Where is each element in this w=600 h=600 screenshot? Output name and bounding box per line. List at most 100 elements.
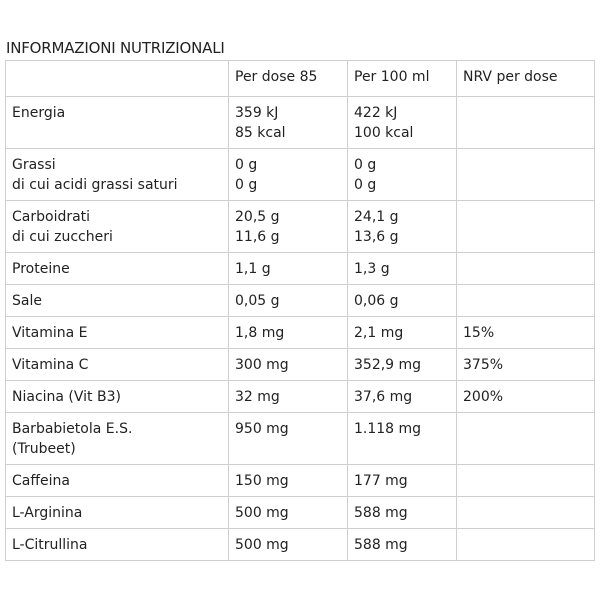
cell-line: 352,9 mg xyxy=(354,357,422,373)
cell-line: 1,8 mg xyxy=(235,325,285,341)
cell-line: Niacina (Vit B3) xyxy=(12,389,121,405)
cell-line: L-Arginina xyxy=(12,505,83,521)
table-row: Vitamina E 1,8 mg 2,1 mg 15% xyxy=(5,316,595,349)
nutrient-name-cell: L-Arginina xyxy=(5,496,229,529)
cell-line: 100 kcal xyxy=(354,125,414,141)
cell-line: 588 mg xyxy=(354,537,408,553)
header-row: Per dose 85 Per 100 ml NRV per dose xyxy=(5,60,595,97)
cell-line: L-Citrullina xyxy=(12,537,88,553)
cell-line: 20,5 g xyxy=(235,209,280,225)
nutrient-name-cell: Vitamina E xyxy=(5,316,229,349)
cell-line: 1,3 g xyxy=(354,261,390,277)
per-100ml-cell: 588 mg xyxy=(347,528,457,561)
table-row: Sale 0,05 g 0,06 g xyxy=(5,284,595,317)
per-dose-cell: 1,8 mg xyxy=(228,316,348,349)
cell-line: Barbabietola E.S. xyxy=(12,421,133,437)
cell-line: 2,1 mg xyxy=(354,325,404,341)
nutrient-name-cell: Grassi di cui acidi grassi saturi xyxy=(5,148,229,201)
nutrient-name-cell: Barbabietola E.S. (Trubeet) xyxy=(5,412,229,465)
nrv-cell xyxy=(456,200,595,253)
per-dose-cell: 950 mg xyxy=(228,412,348,465)
nutrient-name-cell: Energia xyxy=(5,96,229,149)
cell-line: 32 mg xyxy=(235,389,280,405)
table-row: Proteine 1,1 g 1,3 g xyxy=(5,252,595,285)
nrv-cell xyxy=(456,412,595,465)
per-dose-cell: 32 mg xyxy=(228,380,348,413)
cell-line: 11,6 g xyxy=(235,229,280,245)
cell-line: di cui acidi grassi saturi xyxy=(12,177,178,193)
nrv-cell xyxy=(456,464,595,497)
cell-line: Carboidrati xyxy=(12,209,91,225)
nrv-cell: 375% xyxy=(456,348,595,381)
per-100ml-cell: 352,9 mg xyxy=(347,348,457,381)
nutrient-name-cell: L-Citrullina xyxy=(5,528,229,561)
nrv-cell xyxy=(456,496,595,529)
cell-line: 0,06 g xyxy=(354,293,399,309)
cell-line: 422 kJ xyxy=(354,105,398,121)
cell-line: 177 mg xyxy=(354,473,408,489)
table-row: Carboidrati di cui zuccheri 20,5 g 11,6 g 24… xyxy=(5,200,595,253)
header-cell xyxy=(5,60,229,97)
per-100ml-cell: 1,3 g xyxy=(347,252,457,285)
table-row: Energia 359 kJ 85 kcal 422 kJ 100 kcal xyxy=(5,96,595,149)
per-dose-cell: 20,5 g 11,6 g xyxy=(228,200,348,253)
nutrient-name-cell: Niacina (Vit B3) xyxy=(5,380,229,413)
cell-line: 0 g xyxy=(354,177,377,193)
per-100ml-cell: 0,06 g xyxy=(347,284,457,317)
per-100ml-cell: 2,1 mg xyxy=(347,316,457,349)
nrv-cell: 200% xyxy=(456,380,595,413)
cell-line: 588 mg xyxy=(354,505,408,521)
cell-line: 500 mg xyxy=(235,537,289,553)
cell-line: 0,05 g xyxy=(235,293,280,309)
header-cell: Per 100 ml xyxy=(347,60,457,97)
cell-line: Caffeina xyxy=(12,473,70,489)
table-row: L-Citrullina 500 mg 588 mg xyxy=(5,528,595,561)
per-100ml-cell: 1.118 mg xyxy=(347,412,457,465)
per-dose-cell: 1,1 g xyxy=(228,252,348,285)
nrv-cell xyxy=(456,284,595,317)
per-dose-cell: 0,05 g xyxy=(228,284,348,317)
table-row: Niacina (Vit B3) 32 mg 37,6 mg 200% xyxy=(5,380,595,413)
table-row: Caffeina 150 mg 177 mg xyxy=(5,464,595,497)
nutrient-name-cell: Caffeina xyxy=(5,464,229,497)
per-100ml-cell: 177 mg xyxy=(347,464,457,497)
cell-line: Grassi xyxy=(12,157,56,173)
cell-line: Sale xyxy=(12,293,42,309)
header-cell: Per dose 85 xyxy=(228,60,348,97)
cell-line: 375% xyxy=(463,357,504,373)
cell-line: 300 mg xyxy=(235,357,289,373)
cell-line: Vitamina C xyxy=(12,357,89,373)
cell-line: 0 g xyxy=(235,177,258,193)
nutrition-table: Per dose 85 Per 100 ml NRV per dose Energia… xyxy=(5,60,595,561)
cell-line: Vitamina E xyxy=(12,325,88,341)
per-dose-cell: 359 kJ 85 kcal xyxy=(228,96,348,149)
table-row: L-Arginina 500 mg 588 mg xyxy=(5,496,595,529)
cell-line: 200% xyxy=(463,389,504,405)
cell-line: 950 mg xyxy=(235,421,289,437)
cell-line: 359 kJ xyxy=(235,105,279,121)
nrv-cell: 15% xyxy=(456,316,595,349)
per-100ml-cell: 24,1 g 13,6 g xyxy=(347,200,457,253)
cell-line: 1,1 g xyxy=(235,261,271,277)
page-title: INFORMAZIONI NUTRIZIONALI xyxy=(6,39,225,57)
per-dose-cell: 500 mg xyxy=(228,496,348,529)
per-dose-cell: 300 mg xyxy=(228,348,348,381)
per-dose-cell: 500 mg xyxy=(228,528,348,561)
per-dose-cell: 150 mg xyxy=(228,464,348,497)
cell-line: 500 mg xyxy=(235,505,289,521)
nutrient-name-cell: Carboidrati di cui zuccheri xyxy=(5,200,229,253)
nutrient-name-cell: Proteine xyxy=(5,252,229,285)
per-100ml-cell: 37,6 mg xyxy=(347,380,457,413)
cell-line: 85 kcal xyxy=(235,125,286,141)
table-row: Vitamina C 300 mg 352,9 mg 375% xyxy=(5,348,595,381)
cell-line: 0 g xyxy=(354,157,377,173)
nrv-cell xyxy=(456,148,595,201)
nrv-cell xyxy=(456,96,595,149)
table-row: Barbabietola E.S. (Trubeet) 950 mg 1.118 mg xyxy=(5,412,595,465)
cell-line: di cui zuccheri xyxy=(12,229,113,245)
cell-line: 37,6 mg xyxy=(354,389,413,405)
header-cell: NRV per dose xyxy=(456,60,595,97)
